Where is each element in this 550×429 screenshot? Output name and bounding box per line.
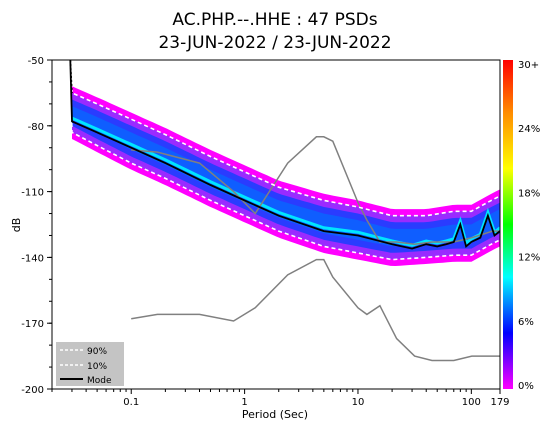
- y-tick-label: -80: [28, 122, 44, 133]
- chart-title-line1: AC.PHP.--.HHE : 47 PSDs: [172, 10, 377, 30]
- colorbar-tick-label: 24%: [518, 124, 540, 135]
- density-mid: [72, 92, 500, 260]
- legend-label-mode: Mode: [87, 376, 112, 386]
- mode-line: [69, 60, 500, 250]
- colorbar-tick-label: 6%: [518, 317, 534, 328]
- legend-label-10: 10%: [87, 362, 107, 372]
- x-tick-label: 100: [462, 397, 481, 408]
- colorbar-tick-label: 12%: [518, 253, 540, 264]
- colorbar-ticks: 30+ 24% 18% 12% 6% 0%: [518, 60, 540, 392]
- x-axis-label: Period (Sec): [242, 408, 308, 421]
- legend-label-90: 90%: [87, 347, 107, 357]
- x-tick-label: 0.1: [123, 397, 139, 408]
- colorbar-tick-label: 30+: [518, 60, 539, 71]
- y-tick-label: -50: [28, 56, 44, 67]
- y-tick-label: -170: [21, 319, 44, 330]
- chart-title-line2: 23-JUN-2022 / 23-JUN-2022: [158, 33, 391, 53]
- x-tick-label: 179: [490, 397, 509, 408]
- psd-curves: [69, 60, 500, 362]
- colorbar: 30+ 24% 18% 12% 6% 0%: [503, 60, 540, 392]
- y-tick-label: -200: [21, 385, 44, 396]
- y-axis: -50 -80 -110 -140 -170 -200: [21, 56, 52, 396]
- y-tick-label: -140: [21, 253, 44, 264]
- x-tick-label: 10: [352, 397, 365, 408]
- colorbar-tick-label: 18%: [518, 188, 540, 199]
- y-axis-label: dB: [10, 218, 23, 233]
- plot-frame: [51, 59, 501, 390]
- colorbar-tick-label: 0%: [518, 381, 534, 392]
- y-tick-label: -110: [21, 188, 44, 199]
- legend-box: 90% 10% Mode: [56, 342, 124, 386]
- nlnm-line: [131, 258, 500, 362]
- percentile-10-line: [69, 60, 500, 261]
- x-tick-label: 1: [241, 397, 247, 408]
- colorbar-gradient: [503, 60, 513, 389]
- percentile-90-line: [69, 60, 500, 217]
- x-axis: 0.1 1 10 100 179: [51, 389, 510, 408]
